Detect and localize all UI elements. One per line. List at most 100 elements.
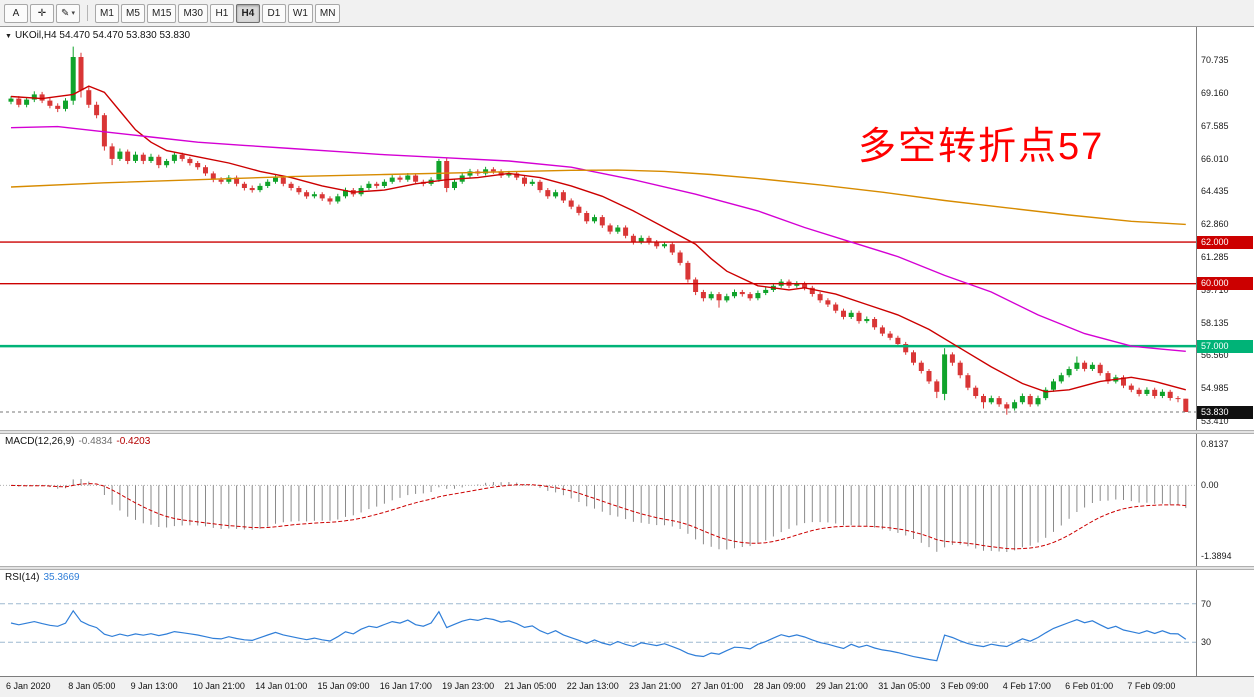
price-label: 70.735 bbox=[1201, 55, 1229, 66]
macd-chart[interactable] bbox=[0, 434, 1196, 566]
candle-body bbox=[973, 387, 979, 396]
candle-body bbox=[1089, 364, 1095, 369]
candle-body bbox=[343, 190, 348, 197]
candle-body bbox=[864, 319, 870, 322]
macd-signal-line bbox=[10, 483, 1186, 550]
candle-body bbox=[724, 296, 730, 301]
candle-body bbox=[389, 177, 395, 182]
candle-body bbox=[623, 227, 629, 236]
macd-plot[interactable]: MACD(12,26,9) -0.4834 -0.4203 bbox=[0, 434, 1196, 566]
dropdown-caret-icon: ▾ bbox=[71, 10, 75, 17]
time-label: 15 Jan 09:00 bbox=[317, 681, 370, 691]
candle-body bbox=[903, 344, 909, 353]
rsi-title: RSI(14) 35.3669 bbox=[5, 572, 80, 583]
chart-title: ▼ UKOil,H4 54.470 54.470 53.830 53.830 bbox=[5, 30, 190, 41]
candle-body bbox=[179, 154, 185, 159]
price-label: 54.985 bbox=[1201, 383, 1229, 393]
time-label: 28 Jan 09:00 bbox=[753, 681, 806, 691]
price-scale[interactable]: 70.735 69.160 67.585 66.010 64.435 62.860 61.2… bbox=[1196, 27, 1254, 430]
candle-body bbox=[592, 217, 597, 222]
candle-body bbox=[288, 183, 294, 188]
candle-body bbox=[1152, 389, 1158, 396]
candle-body bbox=[187, 158, 193, 164]
time-axis[interactable]: 6 Jan 2020 8 Jan 05:00 9 Jan 13:00 10 Jan 2… bbox=[0, 676, 1254, 697]
candle-body bbox=[817, 294, 823, 301]
candle-body bbox=[677, 252, 683, 263]
candle-body bbox=[514, 173, 520, 178]
chart-collapse-icon[interactable]: ▼ bbox=[5, 33, 12, 40]
candle-body bbox=[545, 190, 551, 197]
candle-body bbox=[86, 90, 92, 105]
timeframe-d1-button[interactable]: D1 bbox=[261, 3, 286, 23]
timeframe-m1-button[interactable]: M1 bbox=[95, 3, 119, 23]
candle-body bbox=[755, 293, 761, 299]
rsi-plot[interactable]: RSI(14) 35.3669 bbox=[0, 570, 1196, 676]
rsi-chart[interactable] bbox=[0, 570, 1196, 676]
timeframe-w1-button[interactable]: W1 bbox=[287, 3, 313, 23]
timeframe-m5-button[interactable]: M5 bbox=[121, 3, 145, 23]
timeframe-m30-button[interactable]: M30 bbox=[178, 3, 208, 23]
time-label: 23 Jan 21:00 bbox=[629, 681, 682, 691]
time-label: 31 Jan 05:00 bbox=[878, 681, 931, 691]
candle-body bbox=[63, 100, 68, 109]
rsi-value: 35.3669 bbox=[43, 572, 80, 583]
time-label: 21 Jan 05:00 bbox=[504, 681, 557, 691]
draw-tool-button[interactable]: ✎ ▾ bbox=[56, 3, 80, 23]
candle-body bbox=[452, 181, 457, 188]
rsi-level-label: 30 bbox=[1201, 637, 1212, 648]
candle-body bbox=[1097, 364, 1103, 374]
candle-body bbox=[265, 181, 271, 186]
candle-body bbox=[296, 188, 302, 193]
candle-body bbox=[646, 237, 652, 243]
candle-body bbox=[498, 171, 504, 176]
rsi-scale[interactable]: 70 30 bbox=[1196, 570, 1254, 676]
crosshair-tool-button[interactable]: ✛ bbox=[30, 3, 54, 23]
timeframe-h4-button[interactable]: H4 bbox=[235, 3, 260, 23]
candle-body bbox=[599, 217, 605, 226]
candle-body bbox=[693, 279, 699, 292]
price-label: 62.860 bbox=[1201, 219, 1229, 230]
macd-title: MACD(12,26,9) -0.4834 -0.4203 bbox=[5, 436, 150, 447]
candle-body bbox=[109, 146, 115, 159]
candle-body bbox=[78, 57, 84, 91]
toolbar-separator bbox=[87, 5, 88, 21]
candle-body bbox=[24, 99, 30, 105]
candle-body bbox=[981, 396, 986, 403]
candle-body bbox=[809, 287, 815, 294]
timeframe-m15-button[interactable]: M15 bbox=[147, 3, 177, 23]
cursor-tool-button[interactable]: A bbox=[4, 3, 28, 23]
candle-body bbox=[662, 244, 667, 247]
price-label: 61.285 bbox=[1201, 251, 1229, 262]
candle-body bbox=[366, 183, 372, 188]
candle-body bbox=[1121, 377, 1126, 386]
candle-body bbox=[195, 163, 201, 168]
time-label: 16 Jan 17:00 bbox=[379, 681, 432, 691]
candle-body bbox=[1105, 373, 1111, 382]
pane-divider[interactable] bbox=[0, 430, 1254, 434]
candle-body bbox=[467, 171, 473, 176]
toolbar: A ✛ ✎ ▾ M1 M5 M15 M30 H1 H4 D1 W1 MN bbox=[0, 0, 1254, 27]
price-chart-plot[interactable]: ▼ UKOil,H4 54.470 54.470 53.830 53.830 多空… bbox=[0, 27, 1196, 430]
candle-body bbox=[1082, 362, 1088, 369]
candle-body bbox=[94, 104, 100, 116]
candlestick-chart[interactable] bbox=[0, 27, 1196, 430]
candle-body bbox=[918, 362, 924, 371]
time-label: 8 Jan 05:00 bbox=[68, 681, 116, 691]
rsi-pane: RSI(14) 35.3669 70 30 bbox=[0, 570, 1254, 676]
candle-body bbox=[1144, 389, 1150, 394]
pane-divider[interactable] bbox=[0, 566, 1254, 570]
candle-body bbox=[397, 177, 403, 180]
candle-body bbox=[747, 294, 753, 299]
time-label: 7 Feb 09:00 bbox=[1127, 681, 1176, 691]
candle-body bbox=[39, 94, 45, 101]
timeframe-h1-button[interactable]: H1 bbox=[209, 3, 234, 23]
time-label: 10 Jan 21:00 bbox=[192, 681, 245, 691]
candle-body bbox=[887, 333, 893, 338]
timeframe-mn-button[interactable]: MN bbox=[314, 3, 341, 23]
candle-body bbox=[47, 100, 53, 106]
price-level-badge: 57.000 bbox=[1197, 339, 1253, 353]
macd-scale[interactable]: 0.8137 0.00 -1.3894 bbox=[1196, 434, 1254, 566]
candle-body bbox=[957, 362, 963, 376]
candle-body bbox=[1051, 381, 1056, 390]
price-label: 66.010 bbox=[1201, 153, 1229, 164]
